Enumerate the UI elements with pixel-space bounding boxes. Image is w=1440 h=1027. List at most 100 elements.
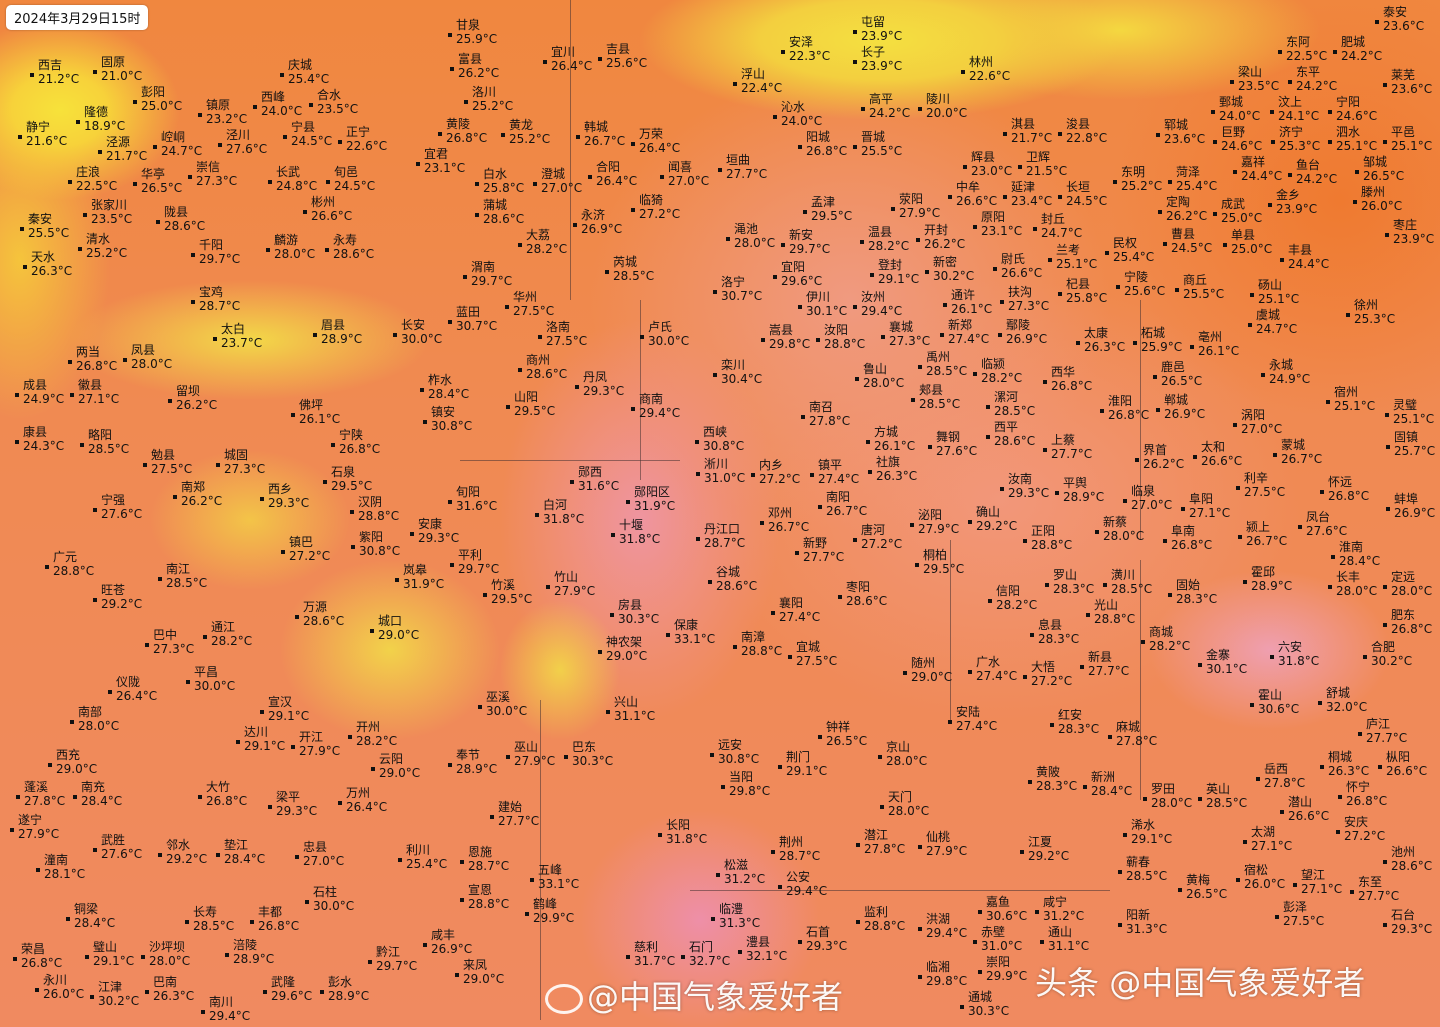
city-temperature: 26.8°C [1346,794,1388,808]
city-name: 垫江 [224,838,249,852]
city-name: 澄城 [541,167,566,181]
city-label: 遂宁 27.9°C [10,813,59,841]
city-marker-icon [1083,785,1087,789]
city-label: 虞城 24.7°C [1248,308,1297,336]
city-temperature: 29.4°C [861,304,903,318]
city-marker-icon [1058,195,1062,199]
city-label: 上蔡 27.7°C [1043,433,1092,461]
city-name: 浮山 [741,67,766,81]
city-marker-icon [818,735,822,739]
city-label: 荆州 28.7°C [771,835,820,863]
city-temperature: 28.0°C [888,804,930,818]
city-label: 柘城 25.9°C [1133,326,1182,354]
city-marker-icon [1383,83,1387,87]
city-label: 镇平 27.4°C [810,458,859,486]
city-marker-icon [1280,810,1284,814]
city-marker-icon [903,671,907,675]
city-temperature: 25.2°C [86,246,128,260]
city-name: 平邑 [1391,125,1416,139]
city-name: 蒙城 [1281,438,1306,452]
city-name: 嘉鱼 [986,895,1011,909]
city-label: 栾川 30.4°C [713,358,762,386]
city-marker-icon [455,973,459,977]
city-temperature: 28.5°C [926,364,968,378]
city-marker-icon [626,955,630,959]
city-temperature: 28.6°C [716,579,758,593]
city-temperature: 26.4°C [116,689,158,703]
city-name: 平利 [458,548,483,562]
city-name: 肥城 [1341,35,1366,49]
city-label: 东至 27.7°C [1350,875,1399,903]
city-label: 卢氏 30.0°C [640,320,689,348]
toutiao-brand: 头条 [1035,964,1100,1002]
city-label: 两当 26.8°C [68,345,118,373]
city-name: 砀山 [1258,278,1283,292]
city-temperature: 29.4°C [786,884,828,898]
city-temperature: 25.0°C [1231,242,1273,256]
city-name: 合肥 [1371,640,1396,654]
city-label: 南江 28.5°C [158,562,207,590]
city-temperature: 29.3°C [806,939,848,953]
city-label: 定远 28.0°C [1383,570,1432,598]
city-name: 荥阳 [899,192,924,206]
city-temperature: 27.5°C [1244,485,1286,499]
city-label: 郧西 31.6°C [570,465,619,493]
city-name: 舒城 [1326,686,1351,700]
province-border [1140,560,1141,800]
city-temperature: 29.5°C [491,592,533,606]
city-marker-icon [918,975,922,979]
city-temperature: 26.8°C [76,359,118,373]
city-name: 铜梁 [74,902,99,916]
city-temperature: 27.8°C [1264,776,1306,790]
city-temperature: 26.8°C [1328,489,1370,503]
city-label: 临猗 27.2°C [631,193,680,221]
city-label: 南郑 26.2°C [173,480,222,508]
city-label: 鹿邑 26.5°C [1153,360,1202,388]
city-marker-icon [156,220,160,224]
city-marker-icon [143,463,147,467]
city-label: 秦安 25.5°C [20,212,69,240]
city-label: 永寿 28.6°C [325,233,374,261]
city-name: 临湘 [926,960,951,974]
city-marker-icon [816,338,820,342]
city-temperature: 26.7°C [1246,534,1288,548]
city-label: 旺苍 29.2°C [93,583,142,611]
city-label: 新郑 27.4°C [940,318,989,346]
city-temperature: 27.7°C [803,550,845,564]
city-temperature: 27.6°C [101,847,143,861]
city-label: 随州 29.0°C [903,656,952,684]
city-temperature: 29.0°C [606,649,648,663]
city-marker-icon [331,443,335,447]
weibo-watermark-text: @中国气象爱好者 [587,978,844,1016]
city-name: 汉阴 [358,495,383,509]
city-name: 彭水 [328,975,353,989]
city-label: 浚县 22.8°C [1058,117,1107,145]
city-temperature: 27.9°C [918,522,960,536]
city-marker-icon [1123,833,1127,837]
city-marker-icon [191,253,195,257]
city-name: 开州 [356,720,381,734]
city-marker-icon [10,828,14,832]
city-temperature: 25.1°C [1336,139,1378,153]
city-temperature: 18.9°C [84,119,126,133]
city-name: 红安 [1058,708,1083,722]
city-temperature: 33.1°C [538,877,580,891]
city-marker-icon [771,611,775,615]
city-marker-icon [483,593,487,597]
city-label: 宝鸡 28.7°C [191,285,240,313]
city-name: 商城 [1149,625,1174,639]
city-marker-icon [881,335,885,339]
city-marker-icon [505,305,509,309]
city-temperature: 28.6°C [526,367,568,381]
city-name: 千阳 [199,238,224,252]
city-label: 东平 24.2°C [1288,65,1337,93]
city-marker-icon [16,795,20,799]
city-name: 钟祥 [826,720,851,734]
city-name: 郸城 [1164,393,1189,407]
city-marker-icon [915,563,919,567]
city-name: 赤壁 [981,925,1006,939]
city-name: 卢氏 [648,320,673,334]
city-temperature: 26.9°C [1006,332,1048,346]
city-temperature: 24.2°C [869,106,911,120]
city-marker-icon [1023,675,1027,679]
